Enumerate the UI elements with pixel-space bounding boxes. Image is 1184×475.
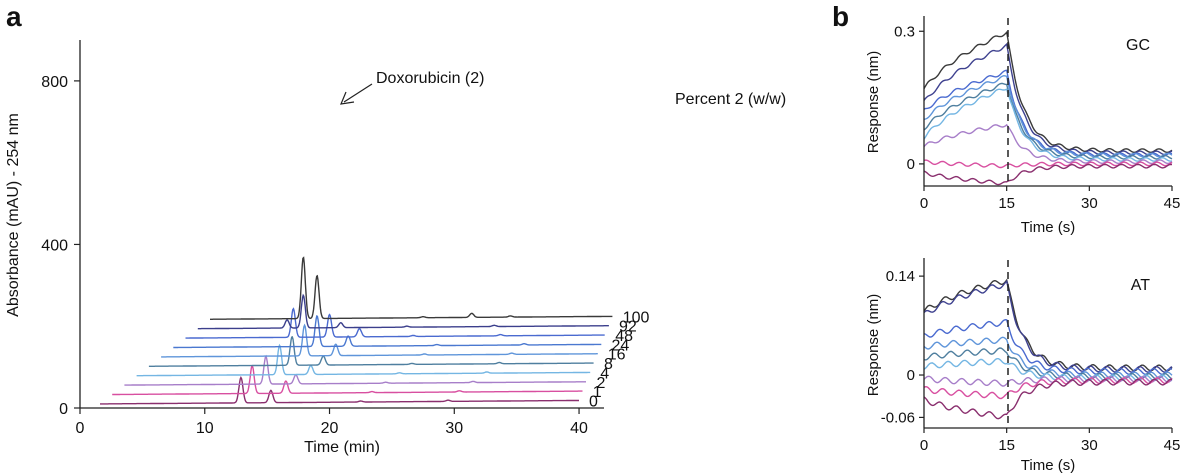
at-ticks: 0 15 30 45 -0.06 0 0.14 <box>881 268 1181 454</box>
x-tick-label: 45 <box>1164 437 1181 454</box>
sensorgram-trace <box>923 42 1173 156</box>
sensorgram-trace <box>923 378 1173 420</box>
trace-0-percent <box>100 375 579 405</box>
x-tick-label: 45 <box>1164 195 1181 212</box>
panel-label-a: a <box>6 1 22 32</box>
peak-annotation: Doxorubicin (2) <box>376 70 484 87</box>
gc-ticks: 0 15 30 45 0 0.3 <box>894 23 1180 212</box>
x-ticks: 0 10 20 30 40 <box>76 408 588 437</box>
series-label: 48 <box>615 328 633 345</box>
sensorgram-trace <box>923 159 1173 169</box>
x-tick-label: 0 <box>920 195 928 212</box>
series-label: 0 <box>589 393 598 410</box>
gc-y-axis-label: Response (nm) <box>865 51 882 154</box>
x-tick-label: 30 <box>445 420 463 437</box>
trace-92-percent <box>197 293 609 330</box>
trace-8-percent <box>148 336 594 367</box>
trace-2-percent <box>124 354 586 386</box>
gc-traces <box>923 30 1173 186</box>
x-tick-label: 30 <box>1081 195 1098 212</box>
sensorgram-trace <box>923 163 1173 186</box>
at-binding-panel: 0 15 30 45 -0.06 0 0.14 AT Time (s) Response (… <box>865 258 1180 474</box>
x-tick-label: 30 <box>1081 437 1098 454</box>
gc-x-axis-label: Time (s) <box>1021 219 1075 236</box>
sensorgram-trace <box>923 375 1173 387</box>
y-tick-label: 0 <box>59 401 68 418</box>
sensorgram-trace <box>923 279 1173 373</box>
series-label: 92 <box>619 319 637 336</box>
series-label: 8 <box>604 356 613 373</box>
series-label: 4 <box>600 365 609 382</box>
series-label: 24 <box>612 337 630 354</box>
x-tick-label: 40 <box>570 420 588 437</box>
sensorgram-trace <box>923 278 1173 372</box>
y-tick-label: 400 <box>41 237 68 254</box>
annotation-arrow <box>343 83 373 103</box>
trace-1-percent <box>112 364 583 396</box>
series-label: 16 <box>608 347 626 364</box>
at-x-axis-label: Time (s) <box>1021 457 1075 474</box>
sensorgram-trace <box>923 347 1173 381</box>
y-ticks: 0 400 800 <box>41 74 80 418</box>
trace-48-percent <box>185 307 605 339</box>
sensorgram-trace <box>923 377 1173 400</box>
annotation-arrowhead <box>340 91 355 105</box>
sensorgram-trace <box>923 30 1173 153</box>
sensorgram-trace <box>923 123 1173 165</box>
y-axis-label: Absorbance (mAU) - 254 nm <box>5 113 22 317</box>
at-y-axis-label: Response (nm) <box>865 294 882 397</box>
sensorgram-trace <box>923 318 1173 376</box>
sensorgram-trace <box>923 82 1173 160</box>
y-tick-label: 0.3 <box>894 23 915 40</box>
chromatogram-traces <box>100 256 613 405</box>
trace-4-percent <box>136 343 591 377</box>
y-tick-label: 0.14 <box>886 268 915 285</box>
series-label: 1 <box>593 384 602 401</box>
y-tick-label: 800 <box>41 74 68 91</box>
trace-16-percent <box>161 323 598 358</box>
y-tick-label: 0 <box>907 367 915 384</box>
at-label: AT <box>1131 277 1150 294</box>
sensorgram-trace <box>923 88 1173 162</box>
x-tick-label: 0 <box>76 420 85 437</box>
x-tick-label: 10 <box>196 420 214 437</box>
y-tick-label: 0 <box>907 156 915 173</box>
sensorgram-trace <box>923 74 1173 158</box>
x-tick-label: 0 <box>920 437 928 454</box>
x-tick-label: 20 <box>321 420 339 437</box>
x-tick-label: 15 <box>998 195 1015 212</box>
trace-100-percent <box>210 256 613 320</box>
legend-title: Percent 2 (w/w) <box>675 91 786 108</box>
y-tick-label: -0.06 <box>881 409 915 426</box>
trace-24-percent <box>173 314 602 349</box>
sensorgram-trace <box>923 69 1173 158</box>
gc-binding-panel: 0 15 30 45 0 0.3 GC Time (s) Response (nm) <box>865 16 1180 236</box>
series-label: 2 <box>597 375 606 392</box>
gc-label: GC <box>1126 37 1150 54</box>
series-label: 100 <box>623 309 650 326</box>
sensorgram-trace <box>923 358 1173 382</box>
panel-label-b: b <box>832 1 849 32</box>
x-axis-label: Time (min) <box>304 439 380 456</box>
at-traces <box>923 278 1173 420</box>
x-tick-label: 15 <box>998 437 1015 454</box>
